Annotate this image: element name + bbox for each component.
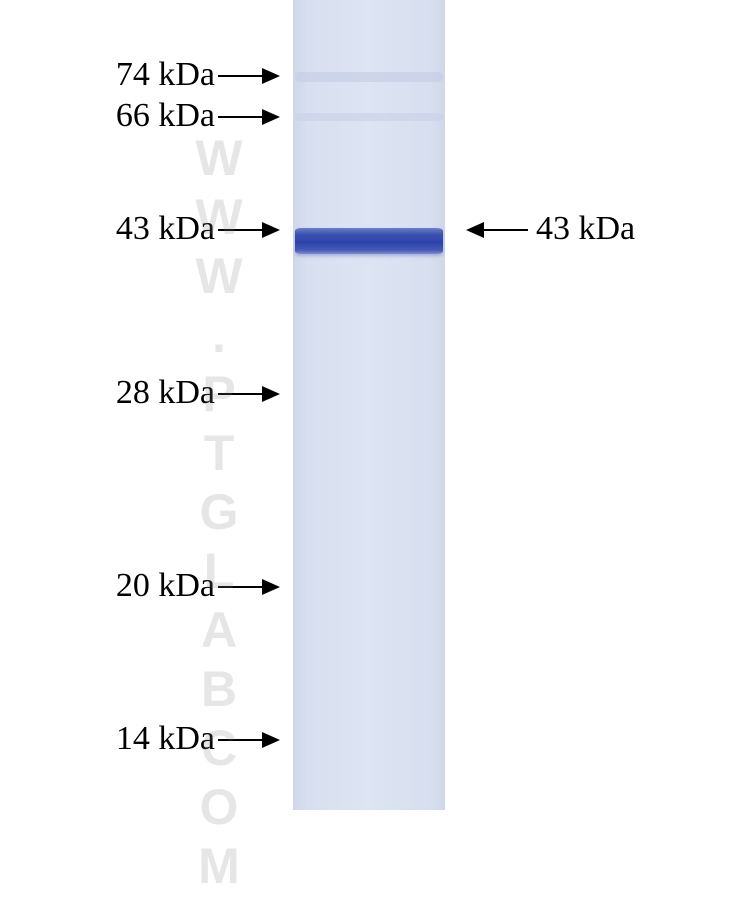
marker-label: 20 kDa	[116, 567, 215, 605]
gel-lane	[293, 0, 445, 810]
sample-label: 43 kDa	[536, 210, 635, 248]
faint-band	[295, 72, 443, 82]
faint-band	[295, 113, 443, 121]
marker-label: 43 kDa	[116, 210, 215, 248]
marker-label: 14 kDa	[116, 720, 215, 758]
marker-label: 74 kDa	[116, 56, 215, 94]
marker-label: 28 kDa	[116, 374, 215, 412]
marker-label: 66 kDa	[116, 97, 215, 135]
protein-band	[295, 228, 443, 254]
